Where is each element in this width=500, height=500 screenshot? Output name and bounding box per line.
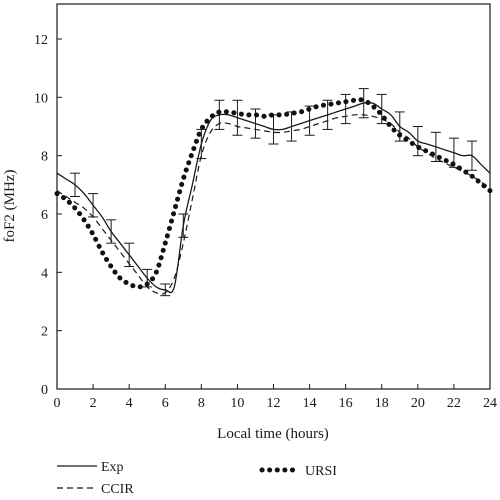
error-bars: [70, 88, 477, 297]
legend-label-ursi: URSI: [305, 464, 337, 479]
series-line-ursi: [54, 97, 493, 290]
y-tick-label: 10: [34, 91, 48, 106]
x-axis-label: Local time (hours): [217, 426, 329, 442]
axes: [56, 3, 491, 390]
legend-label-exp: Exp: [101, 460, 124, 475]
x-tick-label: 2: [90, 396, 97, 411]
x-tick-label: 6: [162, 396, 169, 411]
x-tick-label: 22: [447, 396, 461, 411]
series-line-exp: [56, 101, 491, 294]
y-tick-label: 12: [34, 33, 48, 48]
series-line-ccir: [56, 114, 491, 295]
x-tick-label: 24: [483, 396, 497, 411]
x-tick-label: 4: [126, 396, 133, 411]
y-axis-label: foF2 (MHz): [2, 170, 18, 243]
y-tick-label: 8: [41, 150, 48, 165]
y-tick-label: 4: [41, 266, 48, 281]
x-tick-label: 20: [411, 396, 425, 411]
y-tick-label: 2: [41, 325, 48, 340]
y-tick-label: 0: [41, 383, 48, 398]
x-tick-label: 10: [230, 396, 244, 411]
x-tick-label: 16: [339, 396, 353, 411]
plot-frame: [56, 3, 491, 390]
series-lines: [54, 97, 493, 295]
legend: Exp CCIR URSI: [57, 460, 337, 497]
x-tick-label: 8: [198, 396, 205, 411]
x-tick-label: 0: [54, 396, 61, 411]
x-tick-label: 12: [267, 396, 281, 411]
x-tick-label: 18: [375, 396, 389, 411]
x-tick-label: 14: [303, 396, 317, 411]
legend-label-ccir: CCIR: [101, 482, 134, 497]
y-tick-label: 6: [41, 208, 48, 223]
